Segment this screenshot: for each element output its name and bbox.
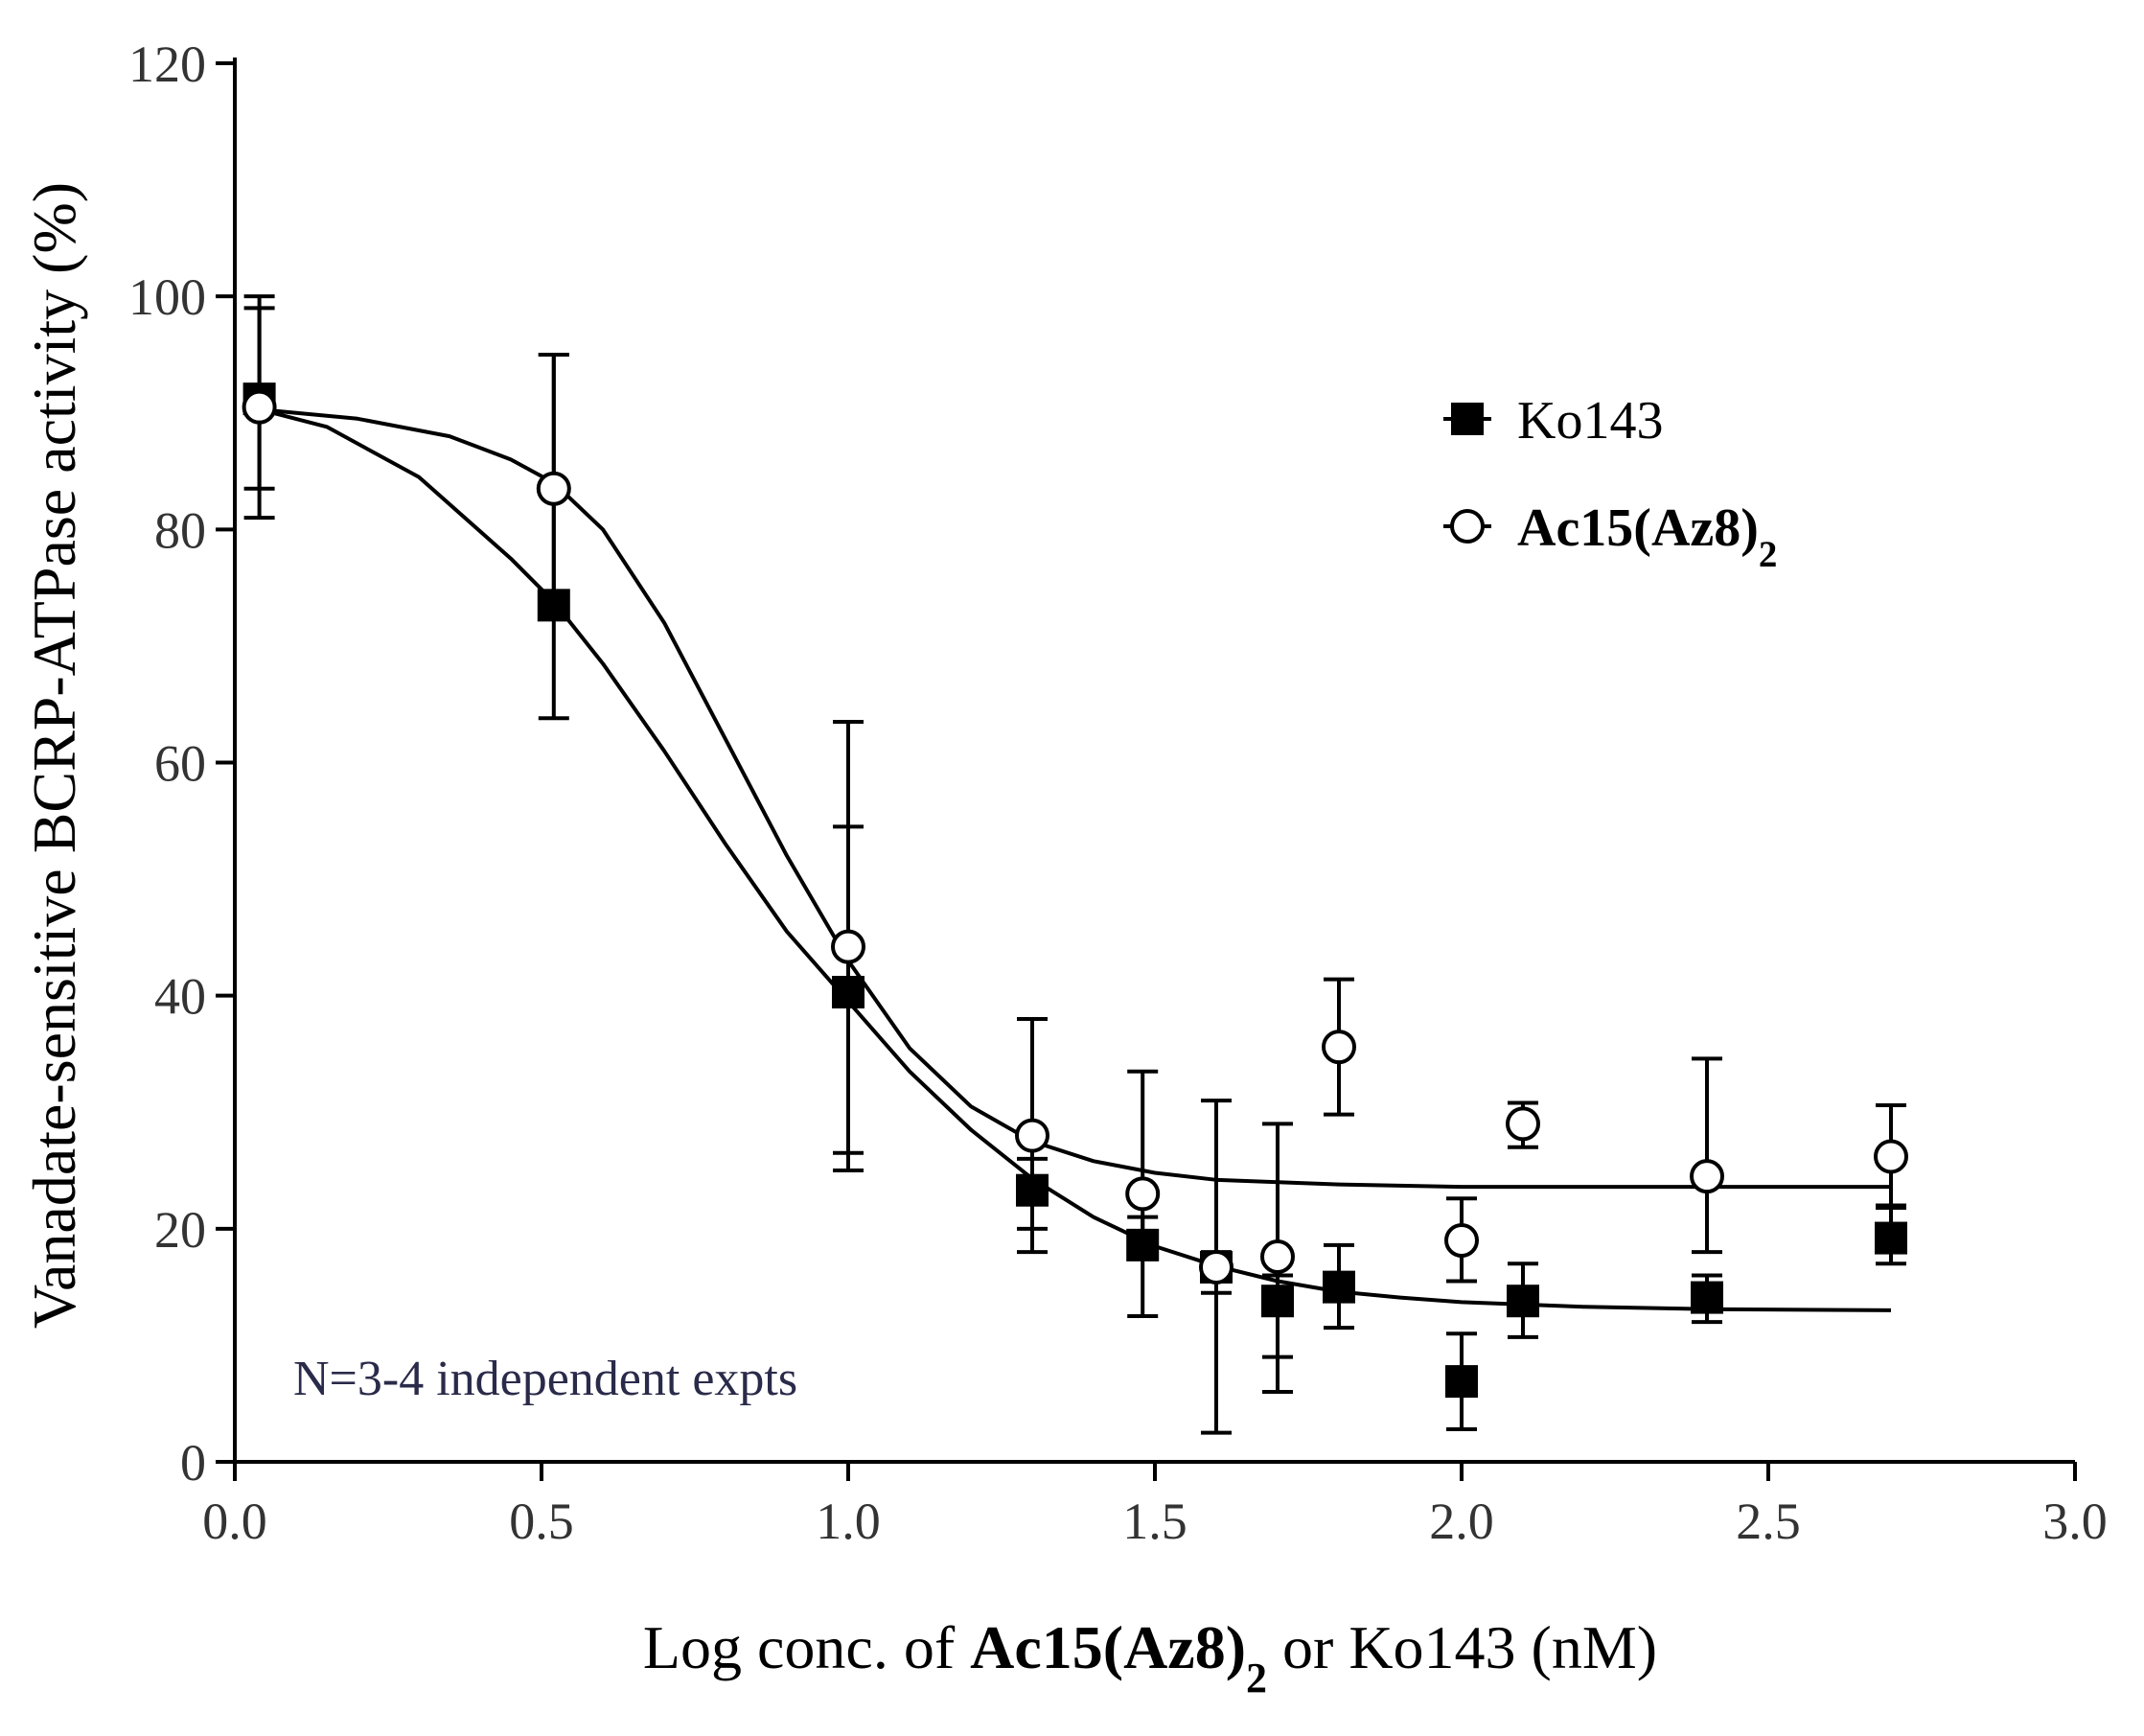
legend-label-ko143: Ko143: [1517, 391, 1663, 451]
data-point-ko143: [1016, 1173, 1049, 1207]
annotation-text: N=3-4 independent expts: [293, 1352, 797, 1406]
data-point-ac15: [1260, 1239, 1295, 1275]
data-point-ac15: [536, 471, 571, 506]
data-point-ko143: [1507, 1285, 1539, 1318]
axes: 0 20 40 60 80 100 120 0.0 0.5 1.0 1.5 2.0 2.5 3.0: [128, 35, 2108, 1550]
y-tick-label: 20: [154, 1201, 206, 1259]
y-tick-label: 40: [154, 968, 206, 1026]
y-tick-label: 100: [128, 268, 206, 326]
data-point-ko143: [537, 589, 570, 622]
data-point-ko143: [1875, 1221, 1907, 1255]
data-point-ac15: [1690, 1159, 1724, 1194]
data-point-ac15: [831, 929, 865, 964]
x-tick-label: 2.0: [1429, 1493, 1494, 1550]
y-tick-label: 60: [154, 735, 206, 793]
fit-curves: [259, 407, 1892, 1312]
x-tick-label: 3.0: [2042, 1493, 2108, 1550]
x-axis-label: Log conc. of Ac15(Az8)2 or Ko143 (nM): [643, 1613, 1657, 1701]
data-point-ac15: [1015, 1118, 1049, 1153]
data-point-ko143: [1261, 1285, 1294, 1318]
fit-curve-ac15: [259, 407, 1891, 1190]
data-markers: [242, 382, 1908, 1399]
data-point-ac15: [1125, 1176, 1161, 1212]
data-point-ko143: [1691, 1281, 1723, 1314]
y-tick-label: 120: [128, 35, 206, 93]
data-point-ko143: [832, 976, 865, 1009]
data-point-ac15: [242, 389, 277, 425]
y-tick-label: 0: [180, 1434, 206, 1492]
data-point-ac15: [1506, 1106, 1540, 1142]
legend-marker-ac15: [1450, 509, 1485, 544]
y-tick-label: 80: [154, 501, 206, 559]
legend-label-ac15: Ac15(Az8)2: [1517, 498, 1777, 575]
fit-curve-ko143: [259, 407, 1892, 1312]
x-tick-label: 0.0: [202, 1493, 267, 1550]
legend-marker-ko143: [1451, 403, 1484, 435]
x-tick-label: 0.5: [509, 1493, 574, 1550]
data-point-ko143: [1323, 1270, 1355, 1304]
legend: Ko143 Ac15(Az8)2: [1443, 391, 1777, 575]
data-point-ac15: [1322, 1030, 1356, 1065]
data-point-ac15: [1874, 1139, 1908, 1174]
x-tick-label: 1.0: [816, 1493, 881, 1550]
data-point-ko143: [1126, 1228, 1160, 1261]
data-point-ko143: [1445, 1365, 1478, 1399]
data-point-ac15: [1199, 1249, 1233, 1285]
y-axis-label: Vanadate-sensitive BCRP-ATPase activity …: [20, 182, 88, 1329]
x-tick-label: 2.5: [1736, 1493, 1801, 1550]
x-tick-label: 1.5: [1122, 1493, 1187, 1550]
data-point-ac15: [1444, 1222, 1479, 1258]
